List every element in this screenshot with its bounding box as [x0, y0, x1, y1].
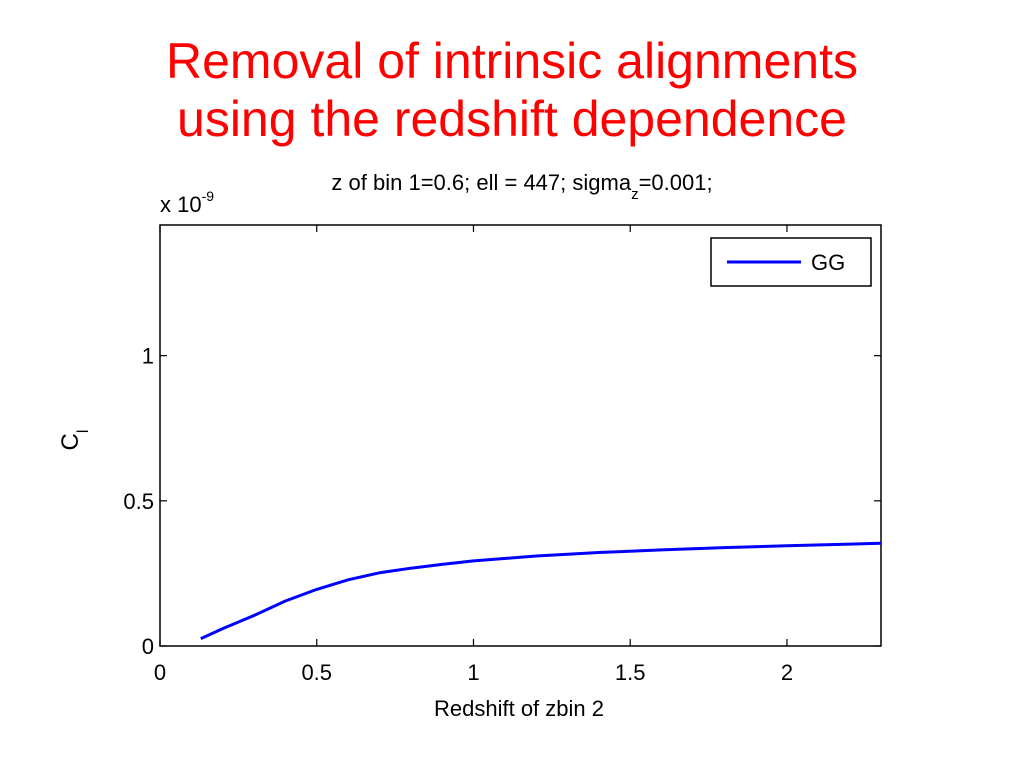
- y-tick-label: 0.5: [123, 489, 154, 514]
- chart-title: z of bin 1=0.6; ell = 447; sigmaz=0.001;: [331, 170, 712, 203]
- y-tick-label: 1: [142, 344, 154, 369]
- plot-area: 0 0.5 1 1.5 2 0 0.5 1 GG: [123, 224, 882, 685]
- legend-label: GG: [811, 250, 845, 275]
- y-axis-label-main: C: [57, 433, 84, 450]
- slide-title-line-1: Removal of intrinsic alignments: [166, 33, 858, 89]
- y-exponent-power: -9: [202, 188, 215, 204]
- y-axis-label: Cl: [57, 430, 92, 451]
- y-axis-label-subscript: l: [75, 430, 92, 434]
- chart-title-subscript: z: [631, 186, 639, 203]
- x-tick-label: 0.5: [301, 660, 332, 685]
- x-tick-label: 0: [154, 660, 166, 685]
- slide-title: Removal of intrinsic alignments using th…: [0, 32, 1024, 148]
- y-tick-label: 0: [142, 634, 154, 659]
- x-tick-label: 1.5: [615, 660, 646, 685]
- y-exponent: x 10-9: [160, 188, 214, 217]
- plot-frame: [159, 224, 882, 647]
- slide-title-line-2: using the redshift dependence: [177, 91, 847, 147]
- chart-title-tail: =0.001;: [639, 170, 713, 195]
- x-tick-label: 2: [781, 660, 793, 685]
- x-axis-label: Redshift of zbin 2: [434, 696, 604, 721]
- series-line-gg: [200, 541, 882, 641]
- chart-title-main: z of bin 1=0.6; ell = 447; sigma: [331, 170, 631, 195]
- x-tick-label: 1: [467, 660, 479, 685]
- y-exponent-prefix: x 10: [160, 192, 202, 217]
